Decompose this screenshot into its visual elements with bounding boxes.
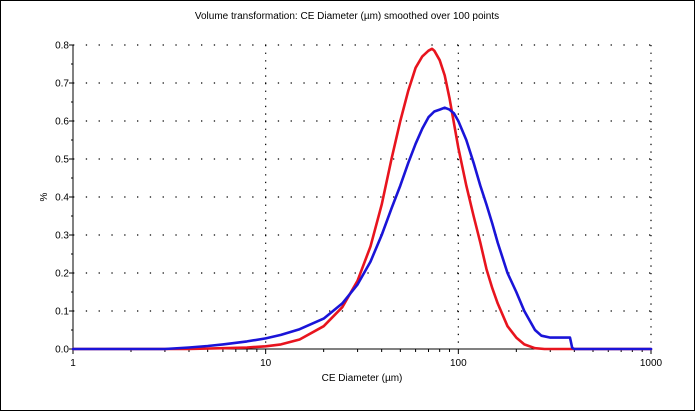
y-tick-label: 0.2 [55, 269, 69, 280]
y-ticks: 0.0 0.1 0.2 0.3 0.4 0.5 0.6 0.7 0.8 [55, 41, 73, 356]
grid [73, 44, 652, 349]
series-group [71, 47, 653, 351]
y-tick-label: 0.8 [55, 41, 69, 52]
y-tick-label: 0.3 [55, 231, 69, 242]
y-tick-label: 0.1 [55, 307, 69, 318]
y-tick-label: 0.5 [55, 155, 69, 166]
series-line-1 [71, 47, 653, 351]
x-axis-label: CE Diameter (µm) [322, 373, 403, 384]
chart-title: Volume transformation: CE Diameter (µm) … [195, 11, 499, 22]
y-tick-label: 0.4 [55, 193, 69, 204]
x-tick-label: 100 [450, 358, 467, 369]
y-tick-label: 0.7 [55, 79, 69, 90]
y-tick-label: 0.6 [55, 117, 69, 128]
x-ticks: 1 10 100 1000 [70, 349, 663, 369]
series-line-2 [71, 106, 653, 351]
y-axis-label: % [39, 192, 50, 201]
x-tick-label: 1000 [640, 358, 663, 369]
x-tick-label: 1 [70, 358, 76, 369]
x-tick-label: 10 [260, 358, 272, 369]
y-tick-label: 0.0 [55, 345, 69, 356]
